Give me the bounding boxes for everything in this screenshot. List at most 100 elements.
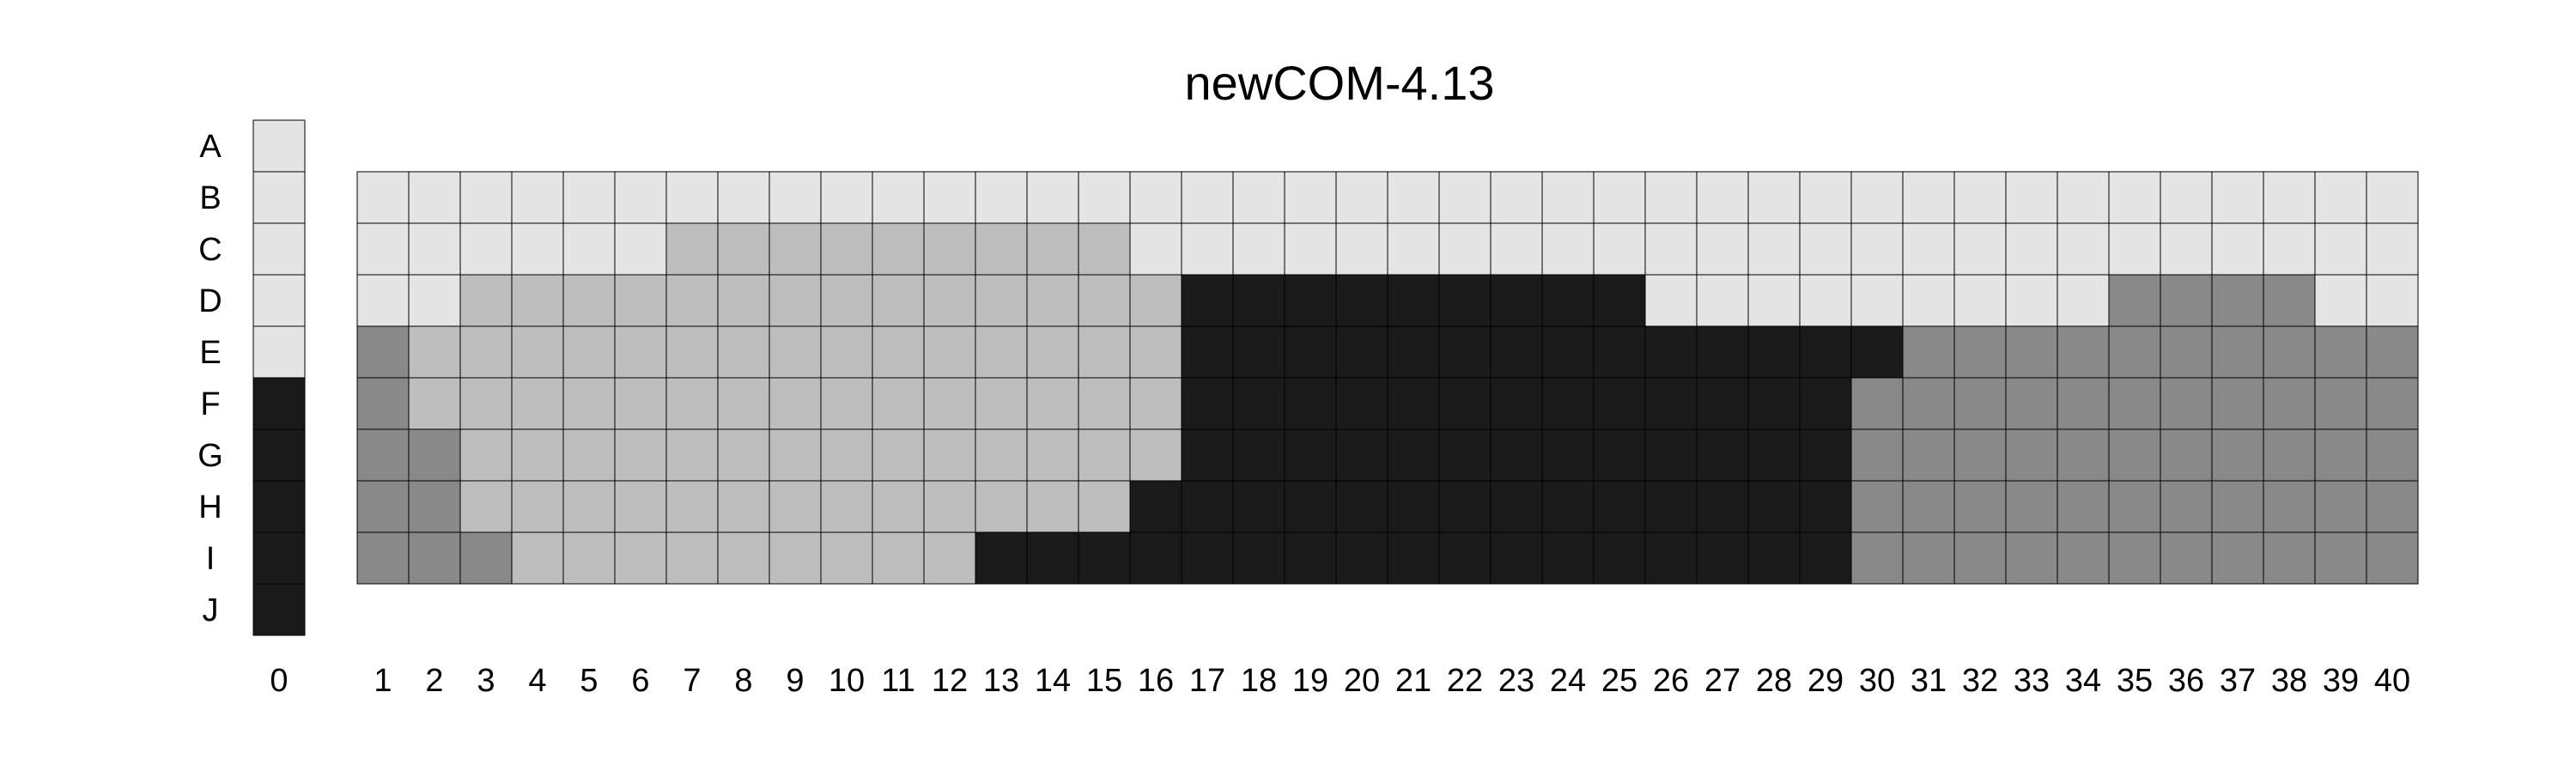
row-label-i: I: [206, 541, 216, 577]
cell-c-35: [2108, 222, 2161, 276]
cell-b-29: [1799, 171, 1852, 224]
cell-d-6: [614, 274, 667, 327]
cell-d-5: [562, 274, 616, 327]
cell-h-23: [1490, 480, 1543, 533]
column-label-21: 21: [1395, 663, 1431, 699]
cell-d-27: [1696, 274, 1749, 327]
cell-e-9: [769, 325, 822, 379]
cell-c-34: [2057, 222, 2110, 276]
cell-c-32: [1953, 222, 2007, 276]
column-label-22: 22: [1447, 663, 1483, 699]
cell-d-13: [975, 274, 1028, 327]
cell-d-20: [1335, 274, 1388, 327]
cell-e-39: [2314, 325, 2367, 379]
cell-b-12: [923, 171, 976, 224]
row-label-j: J: [203, 592, 219, 628]
cell-g-33: [2005, 428, 2058, 482]
cell-h-11: [872, 480, 925, 533]
cell-e-25: [1593, 325, 1646, 379]
cell-g-21: [1387, 428, 1440, 482]
cell-h-40: [2366, 480, 2419, 533]
column-label-10: 10: [829, 663, 865, 699]
cell-d-16: [1129, 274, 1182, 327]
cell-i-7: [665, 531, 719, 585]
cell-h-9: [769, 480, 822, 533]
legend-column: [252, 119, 306, 636]
cell-e-24: [1541, 325, 1595, 379]
cell-f-31: [1902, 377, 1955, 430]
cell-b-39: [2314, 171, 2367, 224]
column-label-16: 16: [1138, 663, 1174, 699]
cell-d-12: [923, 274, 976, 327]
cell-d-2: [408, 274, 461, 327]
cell-b-20: [1335, 171, 1388, 224]
cell-c-15: [1078, 222, 1131, 276]
cell-b-22: [1438, 171, 1492, 224]
cell-f-26: [1644, 377, 1698, 430]
column-label-23: 23: [1498, 663, 1534, 699]
cell-f-10: [820, 377, 873, 430]
legend-cell-a: [252, 119, 306, 173]
cell-b-38: [2263, 171, 2316, 224]
cell-d-24: [1541, 274, 1595, 327]
cell-i-8: [717, 531, 770, 585]
cell-e-20: [1335, 325, 1388, 379]
cell-c-38: [2263, 222, 2316, 276]
cell-b-19: [1284, 171, 1337, 224]
cell-i-20: [1335, 531, 1388, 585]
cell-b-26: [1644, 171, 1698, 224]
cell-c-18: [1232, 222, 1285, 276]
cell-d-4: [511, 274, 564, 327]
cell-g-31: [1902, 428, 1955, 482]
cell-e-18: [1232, 325, 1285, 379]
column-label-27: 27: [1704, 663, 1741, 699]
cell-c-23: [1490, 222, 1543, 276]
legend-cell-e: [252, 325, 306, 379]
cell-i-27: [1696, 531, 1749, 585]
column-label-8: 8: [734, 663, 752, 699]
cell-e-22: [1438, 325, 1492, 379]
cell-h-2: [408, 480, 461, 533]
column-label-36: 36: [2168, 663, 2204, 699]
cell-d-10: [820, 274, 873, 327]
cell-c-37: [2211, 222, 2264, 276]
column-label-0: 0: [270, 663, 288, 699]
cell-c-6: [614, 222, 667, 276]
cell-d-31: [1902, 274, 1955, 327]
cell-c-10: [820, 222, 873, 276]
cell-f-28: [1747, 377, 1801, 430]
column-label-18: 18: [1241, 663, 1277, 699]
cell-e-35: [2108, 325, 2161, 379]
cell-d-37: [2211, 274, 2264, 327]
cell-f-39: [2314, 377, 2367, 430]
cell-h-26: [1644, 480, 1698, 533]
cell-e-6: [614, 325, 667, 379]
cell-g-29: [1799, 428, 1852, 482]
cell-c-11: [872, 222, 925, 276]
cell-i-38: [2263, 531, 2316, 585]
cell-f-24: [1541, 377, 1595, 430]
cell-g-2: [408, 428, 461, 482]
cell-h-3: [459, 480, 513, 533]
cell-c-13: [975, 222, 1028, 276]
chart-title: newCOM-4.13: [1184, 56, 1494, 110]
cell-h-24: [1541, 480, 1595, 533]
cell-c-36: [2160, 222, 2213, 276]
legend-cell-d: [252, 274, 306, 327]
cell-g-30: [1850, 428, 1904, 482]
cell-g-25: [1593, 428, 1646, 482]
cell-b-40: [2366, 171, 2419, 224]
cell-g-34: [2057, 428, 2110, 482]
column-label-28: 28: [1756, 663, 1792, 699]
cell-e-31: [1902, 325, 1955, 379]
cell-g-32: [1953, 428, 2007, 482]
cell-d-3: [459, 274, 513, 327]
cell-i-16: [1129, 531, 1182, 585]
row-label-f: F: [200, 386, 220, 422]
cell-d-9: [769, 274, 822, 327]
cell-b-7: [665, 171, 719, 224]
cell-f-29: [1799, 377, 1852, 430]
cell-f-18: [1232, 377, 1285, 430]
